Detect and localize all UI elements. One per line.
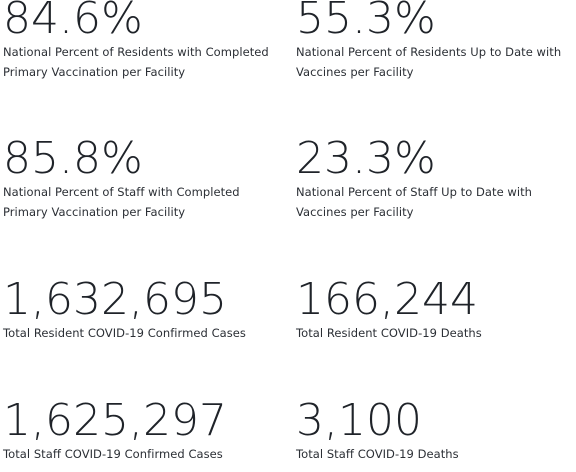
stat-value: 166,244 bbox=[296, 274, 478, 325]
stat-label: National Percent of Residents Up to Date… bbox=[296, 45, 562, 79]
stat-resident-cases: 1,632,695 Total Resident COVID-19 Confir… bbox=[3, 277, 288, 343]
stat-value: 84.6% bbox=[3, 0, 143, 44]
stat-residents-up-to-date: 55.3% National Percent of Residents Up t… bbox=[296, 0, 576, 82]
stat-label: National Percent of Staff with Completed… bbox=[3, 185, 240, 219]
stat-value: 55.3% bbox=[296, 0, 436, 44]
stat-staff-cases: 1,625,297 Total Staff COVID-19 Confirmed… bbox=[3, 398, 288, 464]
stat-value: 23.3% bbox=[296, 133, 436, 184]
stat-value: 85.8% bbox=[3, 133, 143, 184]
stat-label: Total Resident COVID-19 Deaths bbox=[296, 326, 482, 340]
stat-staff-up-to-date: 23.3% National Percent of Staff Up to Da… bbox=[296, 136, 576, 222]
stat-staff-completed-primary: 85.8% National Percent of Staff with Com… bbox=[3, 136, 288, 222]
stat-value: 3,100 bbox=[296, 395, 422, 446]
stat-label: Total Resident COVID-19 Confirmed Cases bbox=[3, 326, 246, 340]
stat-residents-completed-primary: 84.6% National Percent of Residents with… bbox=[3, 0, 288, 82]
stat-resident-deaths: 166,244 Total Resident COVID-19 Deaths bbox=[296, 277, 576, 343]
stat-label: National Percent of Residents with Compl… bbox=[3, 45, 269, 79]
stat-value: 1,632,695 bbox=[3, 274, 227, 325]
stat-value: 1,625,297 bbox=[3, 395, 227, 446]
stat-label: Total Staff COVID-19 Confirmed Cases bbox=[3, 447, 223, 461]
stat-label: Total Staff COVID-19 Deaths bbox=[296, 447, 459, 461]
stat-label: National Percent of Staff Up to Date wit… bbox=[296, 185, 533, 219]
stat-staff-deaths: 3,100 Total Staff COVID-19 Deaths bbox=[296, 398, 576, 464]
